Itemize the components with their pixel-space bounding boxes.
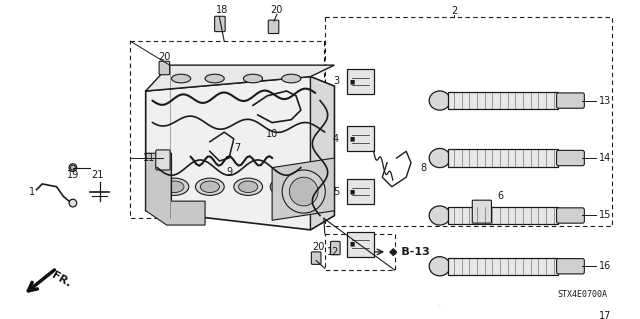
Ellipse shape [275, 181, 294, 192]
Bar [347, 69, 374, 94]
Ellipse shape [234, 178, 262, 195]
Ellipse shape [69, 199, 77, 207]
Text: 21: 21 [92, 170, 104, 180]
Ellipse shape [69, 164, 77, 171]
Ellipse shape [239, 181, 258, 192]
Polygon shape [146, 77, 334, 230]
Text: 8: 8 [420, 163, 427, 173]
Ellipse shape [200, 181, 220, 192]
Polygon shape [310, 77, 334, 230]
Text: 14: 14 [598, 153, 611, 163]
Ellipse shape [165, 181, 184, 192]
FancyBboxPatch shape [330, 241, 340, 255]
Bar [449, 149, 559, 167]
Text: 18: 18 [216, 4, 228, 15]
Bar [324, 17, 612, 226]
Text: 16: 16 [598, 261, 611, 271]
Ellipse shape [429, 148, 451, 167]
Ellipse shape [429, 91, 451, 110]
Bar [347, 126, 374, 151]
Text: 3: 3 [333, 77, 339, 86]
Text: 20: 20 [159, 52, 171, 63]
Ellipse shape [429, 257, 451, 276]
FancyBboxPatch shape [156, 150, 170, 170]
Text: FR.: FR. [50, 270, 73, 289]
Bar [449, 258, 559, 275]
Ellipse shape [172, 74, 191, 83]
Bar [449, 207, 559, 224]
Ellipse shape [243, 74, 262, 83]
Bar [347, 232, 374, 257]
Ellipse shape [282, 170, 325, 213]
Ellipse shape [160, 178, 189, 195]
Text: 20: 20 [271, 4, 283, 15]
Bar [449, 92, 559, 109]
Text: 13: 13 [598, 96, 611, 106]
FancyBboxPatch shape [557, 259, 584, 274]
Text: 19: 19 [67, 170, 79, 180]
Text: 7: 7 [234, 144, 240, 153]
FancyBboxPatch shape [268, 20, 279, 33]
Text: 4: 4 [333, 134, 339, 144]
Text: 2: 2 [451, 6, 457, 17]
FancyBboxPatch shape [557, 93, 584, 108]
Polygon shape [272, 158, 334, 220]
Bar [131, 41, 324, 219]
Text: ■: ■ [350, 79, 355, 84]
Text: 5: 5 [333, 187, 339, 197]
FancyBboxPatch shape [214, 16, 225, 32]
Bar [324, 234, 395, 270]
FancyBboxPatch shape [557, 208, 584, 223]
Text: 12: 12 [327, 247, 339, 257]
Bar [449, 308, 559, 319]
Text: ■: ■ [350, 137, 355, 141]
Text: 10: 10 [266, 129, 278, 139]
Ellipse shape [270, 178, 299, 195]
Ellipse shape [205, 74, 224, 83]
Ellipse shape [70, 165, 76, 170]
Text: 15: 15 [598, 211, 611, 220]
Text: ◆ B-13: ◆ B-13 [389, 247, 429, 257]
Text: ■: ■ [350, 189, 355, 194]
Ellipse shape [289, 177, 318, 206]
Ellipse shape [282, 74, 301, 83]
Ellipse shape [195, 178, 224, 195]
Ellipse shape [429, 206, 451, 225]
Text: 1: 1 [28, 187, 35, 197]
Text: 9: 9 [226, 167, 232, 177]
FancyBboxPatch shape [472, 200, 492, 223]
Polygon shape [146, 153, 205, 225]
Text: STX4E0700A: STX4E0700A [557, 290, 607, 299]
Text: 6: 6 [497, 191, 503, 201]
FancyBboxPatch shape [159, 61, 170, 75]
FancyBboxPatch shape [557, 150, 584, 166]
Text: 17: 17 [598, 311, 611, 319]
Ellipse shape [429, 307, 451, 319]
Text: 11: 11 [143, 153, 156, 163]
Polygon shape [146, 65, 334, 91]
FancyBboxPatch shape [312, 252, 321, 264]
Text: 20: 20 [312, 242, 324, 252]
Bar [347, 179, 374, 204]
Text: ■: ■ [350, 242, 355, 247]
FancyBboxPatch shape [557, 308, 584, 319]
